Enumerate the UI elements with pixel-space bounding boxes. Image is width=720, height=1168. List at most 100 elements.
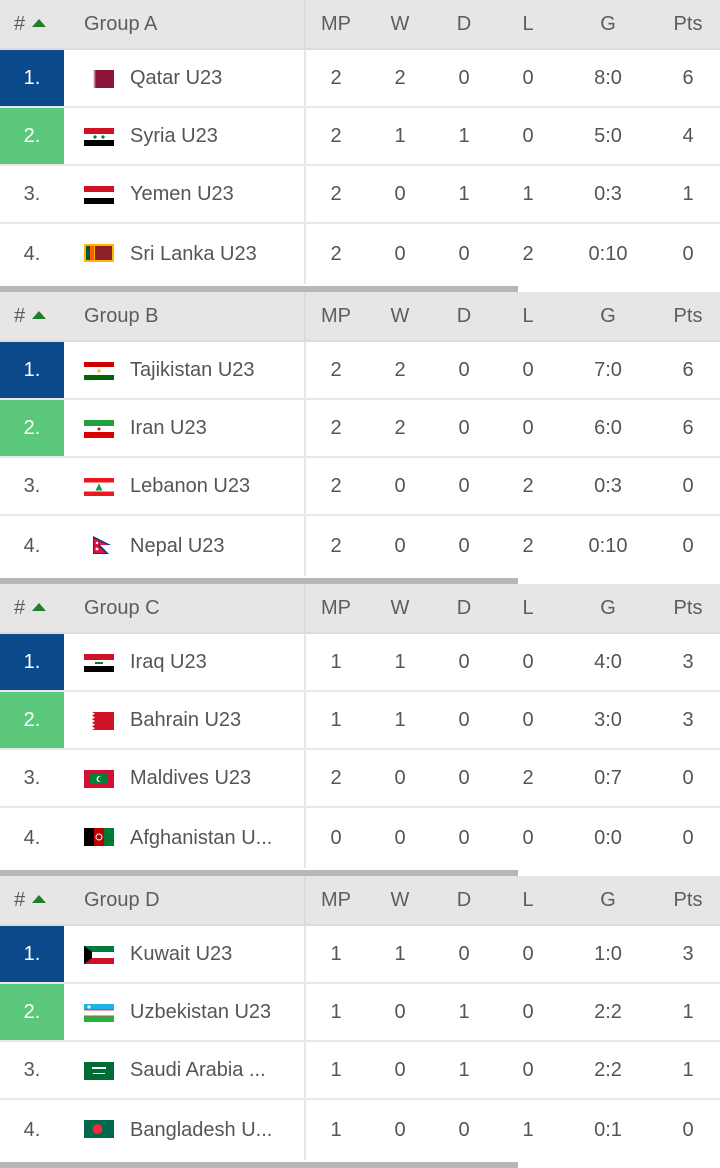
table-row[interactable]: 2. Syria U23 2 1 1 0 5:0 4: [0, 108, 720, 166]
column-divider: [304, 984, 306, 1040]
column-header-d[interactable]: D: [456, 888, 472, 911]
stat-l: 0: [522, 416, 534, 439]
group-name: Group B: [84, 304, 159, 327]
stat-pts: 4: [682, 124, 694, 147]
group-name: Group C: [84, 596, 160, 619]
stat-l: 2: [522, 242, 534, 265]
column-divider: [304, 166, 306, 222]
stat-mp: 2: [330, 358, 342, 381]
team-name[interactable]: Qatar U23: [130, 66, 223, 89]
stat-pts: 0: [682, 766, 694, 789]
column-header-l[interactable]: L: [522, 596, 534, 619]
team-name[interactable]: Uzbekistan U23: [130, 1000, 272, 1023]
table-row[interactable]: 2. Uzbekistan U23 1 0 1 0 2:2 1: [0, 984, 720, 1042]
column-header-d[interactable]: D: [456, 12, 472, 35]
column-header-l[interactable]: L: [522, 888, 534, 911]
team-name[interactable]: Sri Lanka U23: [130, 242, 257, 265]
table-row[interactable]: 3. Lebanon U23 2 0 0 2 0:3 0: [0, 458, 720, 516]
column-header-mp[interactable]: MP: [321, 304, 351, 327]
table-row[interactable]: 2. Iran U23 2 2 0 0 6:0 6: [0, 400, 720, 458]
table-row[interactable]: 3. Maldives U23 2 0 0 2 0:7 0: [0, 750, 720, 808]
hash-label: #: [14, 12, 26, 35]
column-header-w[interactable]: W: [390, 304, 410, 327]
column-divider: [304, 516, 306, 576]
team-name[interactable]: Iran U23: [130, 416, 207, 439]
table-row[interactable]: 4. Afghanistan U... 0 0 0 0 0:0 0: [0, 808, 720, 868]
group-header: # Group A MP W D L G Pts: [0, 0, 720, 50]
group-header: # Group D MP W D L G Pts: [0, 876, 720, 926]
table-row[interactable]: 4. Sri Lanka U23 2 0 0 2 0:10 0: [0, 224, 720, 284]
yemen-flag-icon: [84, 186, 114, 204]
stat-d: 0: [458, 416, 470, 439]
team-name[interactable]: Bangladesh U...: [130, 1118, 273, 1141]
column-header-d[interactable]: D: [456, 304, 472, 327]
team-name[interactable]: Lebanon U23: [130, 474, 251, 497]
team-name[interactable]: Kuwait U23: [130, 942, 233, 965]
column-header-pts[interactable]: Pts: [673, 888, 703, 911]
team-name[interactable]: Syria U23: [130, 124, 218, 147]
column-header-w[interactable]: W: [390, 12, 410, 35]
horizontal-scrollbar[interactable]: [0, 1162, 518, 1168]
stat-mp: 2: [330, 124, 342, 147]
team-name[interactable]: Yemen U23: [130, 182, 234, 205]
table-row[interactable]: 2. Bahrain U23 1 1 0 0 3:0 3: [0, 692, 720, 750]
team-name[interactable]: Maldives U23: [130, 766, 252, 789]
team-name[interactable]: Iraq U23: [130, 650, 207, 673]
team-name[interactable]: Bahrain U23: [130, 708, 242, 731]
stat-mp: 2: [330, 766, 342, 789]
stat-g: 0:7: [594, 766, 622, 789]
team-name[interactable]: Afghanistan U...: [130, 826, 273, 849]
stat-w: 1: [394, 124, 406, 147]
column-header-g[interactable]: G: [600, 304, 616, 327]
column-header-w[interactable]: W: [390, 596, 410, 619]
column-header-g[interactable]: G: [600, 12, 616, 35]
column-header-mp[interactable]: MP: [321, 596, 351, 619]
table-row[interactable]: 3. Yemen U23 2 0 1 1 0:3 1: [0, 166, 720, 224]
rank-sort-button[interactable]: #: [0, 584, 64, 632]
stat-g: 2:2: [594, 1058, 622, 1081]
column-header-g[interactable]: G: [600, 596, 616, 619]
stat-w: 2: [394, 416, 406, 439]
stat-mp: 2: [330, 534, 342, 557]
rank-sort-button[interactable]: #: [0, 292, 64, 340]
rank-cell: 1.: [0, 50, 64, 106]
sort-up-icon: [32, 310, 47, 319]
column-header-w[interactable]: W: [390, 888, 410, 911]
stat-l: 0: [522, 650, 534, 673]
team-name[interactable]: Nepal U23: [130, 534, 225, 557]
stat-pts: 3: [682, 942, 694, 965]
column-header-pts[interactable]: Pts: [673, 12, 703, 35]
stat-l: 0: [522, 942, 534, 965]
table-row[interactable]: 1. Tajikistan U23 2 2 0 0 7:0 6: [0, 342, 720, 400]
stat-w: 0: [394, 474, 406, 497]
rank-cell: 4.: [23, 242, 41, 265]
column-header-d[interactable]: D: [456, 596, 472, 619]
column-header-mp[interactable]: MP: [321, 888, 351, 911]
column-divider: [304, 400, 306, 456]
stat-d: 1: [458, 124, 470, 147]
team-name[interactable]: Tajikistan U23: [130, 358, 255, 381]
stat-mp: 1: [330, 1000, 342, 1023]
rank-cell: 3.: [23, 766, 41, 789]
stat-g: 4:0: [594, 650, 622, 673]
table-row[interactable]: 4. Nepal U23 2 0 0 2 0:10 0: [0, 516, 720, 576]
table-row[interactable]: 1. Iraq U23 1 1 0 0 4:0 3: [0, 634, 720, 692]
stat-g: 7:0: [594, 358, 622, 381]
horizontal-scrollbar[interactable]: [0, 578, 518, 584]
saudi-arabia-flag-icon: [84, 1062, 114, 1080]
horizontal-scrollbar[interactable]: [0, 286, 518, 292]
rank-sort-button[interactable]: #: [0, 876, 64, 924]
table-row[interactable]: 1. Qatar U23 2 2 0 0 8:0 6: [0, 50, 720, 108]
table-row[interactable]: 3. Saudi Arabia ... 1 0 1 0 2:2 1: [0, 1042, 720, 1100]
column-header-l[interactable]: L: [522, 12, 534, 35]
column-header-mp[interactable]: MP: [321, 12, 351, 35]
column-header-pts[interactable]: Pts: [673, 304, 703, 327]
table-row[interactable]: 1. Kuwait U23 1 1 0 0 1:0 3: [0, 926, 720, 984]
rank-sort-button[interactable]: #: [0, 0, 64, 48]
column-header-pts[interactable]: Pts: [673, 596, 703, 619]
horizontal-scrollbar[interactable]: [0, 870, 518, 876]
column-header-g[interactable]: G: [600, 888, 616, 911]
table-row[interactable]: 4. Bangladesh U... 1 0 0 1 0:1 0: [0, 1100, 720, 1160]
column-header-l[interactable]: L: [522, 304, 534, 327]
team-name[interactable]: Saudi Arabia ...: [130, 1058, 266, 1081]
